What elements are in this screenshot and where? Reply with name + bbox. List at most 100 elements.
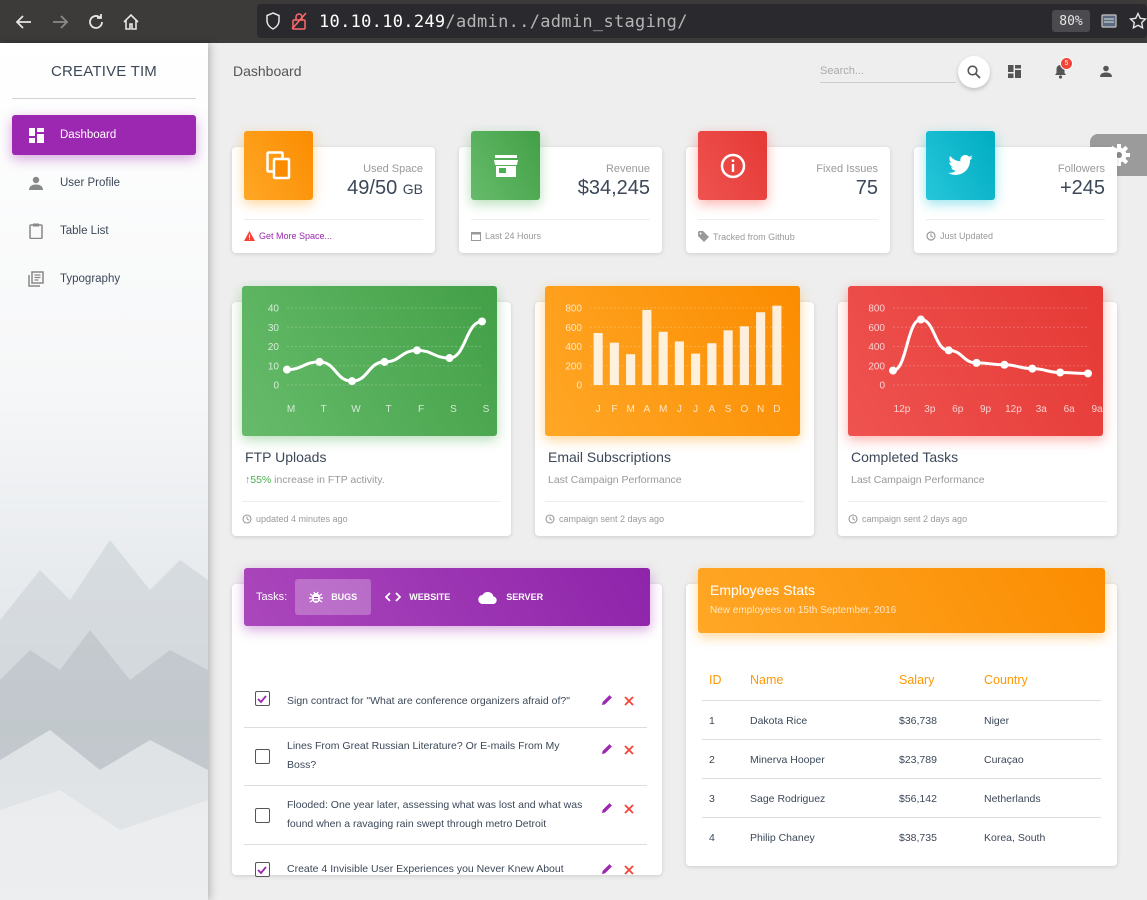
task-row: Flooded: One year later, assessing what … (244, 786, 647, 845)
stat-card-used-space: Used Space 49/50 GB Get More Space... (232, 131, 435, 253)
close-icon[interactable] (624, 742, 636, 755)
person-icon[interactable] (1098, 63, 1114, 79)
task-checkbox[interactable] (255, 862, 270, 877)
task-checkbox[interactable] (255, 691, 270, 706)
data-point (944, 346, 953, 355)
reader-view-icon[interactable] (1100, 12, 1118, 35)
notification-badge: 5 (1060, 57, 1073, 70)
close-icon[interactable] (624, 862, 636, 875)
x-tick-label: W (351, 404, 361, 415)
stat-value: +245 (1059, 177, 1105, 199)
insecure-lock-icon[interactable] (291, 12, 307, 35)
task-text: Lines From Great Russian Literature? Or … (287, 740, 560, 771)
code-icon (385, 592, 402, 602)
chart-title: FTP Uploads (245, 449, 327, 465)
data-point (445, 354, 454, 363)
task-checkbox[interactable] (255, 749, 270, 764)
chart-card-ftp-uploads: 0 10 20 30 40 M T W T F S S FTP Uploads ↑55% increa… (232, 286, 511, 536)
edit-icon[interactable] (601, 862, 613, 874)
close-icon[interactable] (624, 693, 636, 706)
dashboard-grid-icon[interactable] (1006, 63, 1022, 79)
tab-server[interactable]: SERVER (464, 579, 557, 615)
edit-icon[interactable] (601, 742, 613, 754)
chart-subtitle: ↑55% increase in FTP activity. (245, 474, 385, 486)
x-tick-label: D (773, 404, 780, 415)
y-tick-label: 10 (268, 361, 280, 372)
close-icon[interactable] (624, 801, 636, 814)
tab-website[interactable]: WEBSITE (371, 579, 464, 615)
url-bar[interactable]: 10.10.10.249/admin../admin_staging/ 80% (257, 4, 1147, 38)
sidebar-item-typography[interactable]: Typography (12, 259, 196, 299)
y-tick-label: 600 (565, 323, 582, 334)
x-tick-label: J (596, 404, 601, 415)
y-tick-label: 600 (868, 323, 885, 334)
chart-header: 0 200 400 600 800 12p 3p 6p 9p 12p 3a 6a 9a (848, 286, 1103, 436)
tab-bugs[interactable]: BUGS (295, 579, 372, 615)
stat-footer: Last 24 Hours (471, 219, 650, 241)
stat-card-revenue: Revenue $34,245 Last 24 Hours (459, 131, 662, 253)
tab-label: WEBSITE (409, 592, 451, 602)
zoom-level[interactable]: 80% (1052, 10, 1090, 32)
bar (658, 331, 668, 385)
access-time-icon (242, 514, 252, 524)
forward-icon[interactable] (49, 11, 71, 33)
x-tick-label: 6a (1064, 404, 1076, 415)
home-icon[interactable] (120, 11, 142, 33)
cell-salary: $38,735 (899, 832, 937, 844)
update-icon (926, 231, 936, 241)
bar (642, 309, 652, 385)
url-path: /admin../admin_staging/ (445, 12, 688, 32)
x-tick-label: 3p (924, 404, 936, 415)
shield-icon[interactable] (265, 12, 281, 35)
y-tick-label: 0 (273, 381, 279, 392)
bookmark-star-icon[interactable] (1128, 11, 1147, 35)
cell-name: Sage Rodriguez (750, 793, 826, 805)
page-title[interactable]: Dashboard (233, 63, 302, 79)
edit-icon[interactable] (601, 801, 613, 813)
reload-icon[interactable] (85, 11, 107, 33)
edit-icon[interactable] (601, 693, 613, 705)
search-button[interactable] (958, 56, 990, 88)
main-panel: Dashboard Search... 5 Used Space 49/50 G… (208, 43, 1147, 900)
search-input[interactable]: Search... (820, 63, 956, 83)
back-icon[interactable] (13, 11, 35, 33)
x-tick-label: S (483, 404, 490, 415)
tab-label: BUGS (331, 592, 358, 602)
table-row: 3 Sage Rodriguez $56,142 Netherlands (702, 779, 1101, 818)
stat-value: 75 (855, 177, 878, 199)
sidebar-item-dashboard[interactable]: Dashboard (12, 115, 196, 155)
content-copy-icon (244, 131, 313, 200)
stat-footer: Just Updated (926, 219, 1105, 241)
data-point (916, 315, 925, 324)
bar (707, 343, 717, 385)
cell-salary: $23,789 (899, 754, 937, 766)
x-tick-label: N (757, 404, 764, 415)
employees-stats-card: Employees Stats New employees on 15th Se… (686, 568, 1117, 866)
stat-value: $34,245 (577, 177, 650, 199)
x-tick-label: M (659, 404, 667, 415)
access-time-icon (848, 514, 858, 524)
cell-country: Niger (984, 715, 1010, 727)
task-checkbox[interactable] (255, 808, 270, 823)
mountain-background-image (0, 540, 208, 900)
x-tick-label: 12p (894, 404, 911, 415)
sidebar-item-table-list[interactable]: Table List (12, 211, 196, 251)
task-row: Sign contract for "What are conference o… (244, 668, 647, 728)
stat-footer-text: Just Updated (940, 231, 994, 241)
get-more-space-link[interactable]: Get More Space... (259, 231, 333, 241)
bar (756, 312, 766, 385)
sidebar-item-user-profile[interactable]: User Profile (12, 163, 196, 203)
brand-logo-text[interactable]: CREATIVE TIM (50, 63, 158, 80)
bar (723, 330, 733, 385)
y-tick-label: 30 (268, 323, 280, 334)
bar (739, 326, 749, 385)
y-tick-label: 0 (879, 381, 885, 392)
tasks-header: Tasks: BUGS WEBSITE SERVER (244, 568, 650, 626)
stat-category: Fixed Issues (816, 163, 878, 175)
stat-category: Used Space (363, 163, 423, 175)
y-tick-label: 20 (268, 342, 280, 353)
chart-footer: campaign sent 2 days ago (545, 501, 804, 524)
x-tick-label: J (693, 404, 698, 415)
stat-value: 49/50 GB (347, 177, 423, 200)
